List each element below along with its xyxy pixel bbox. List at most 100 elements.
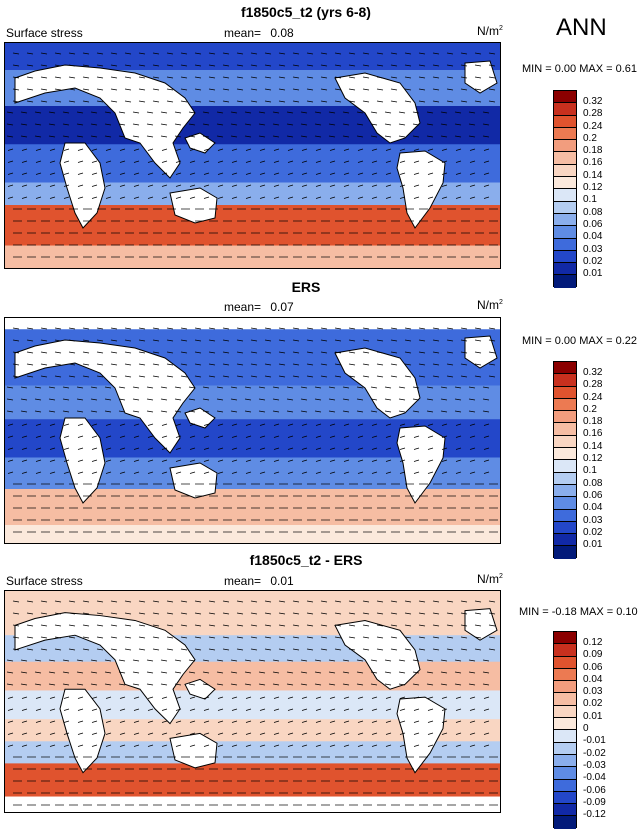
vector-arrow [77, 196, 84, 199]
vector-arrow [273, 423, 280, 426]
vector-arrow [6, 683, 14, 686]
vector-arrow [105, 423, 112, 426]
panel-2-map [4, 317, 501, 544]
vector-arrow [245, 423, 252, 426]
panel-2-units: N/m2 [477, 298, 503, 312]
vector-arrow [96, 624, 104, 627]
vector-arrow [334, 327, 342, 330]
vector-arrow [278, 375, 286, 378]
vector-arrow [138, 375, 146, 378]
vector-arrow [455, 708, 462, 711]
vector-arrow [426, 398, 434, 401]
vector-arrow [82, 76, 90, 79]
vector-arrow [244, 111, 252, 114]
vector-arrow [20, 111, 28, 114]
vector-arrow [432, 600, 440, 603]
vector-arrow [49, 732, 56, 735]
vector-arrow [460, 612, 468, 615]
vector-arrow [348, 76, 356, 79]
vector-arrow [49, 184, 56, 187]
vector-arrow [166, 339, 174, 342]
vector-arrow [147, 184, 154, 187]
vector-arrow [118, 386, 126, 389]
vector-arrow [68, 648, 76, 651]
colorbar-tick-label: 0.24 [583, 391, 603, 403]
vector-arrow [231, 148, 238, 151]
vector-arrow [356, 111, 364, 114]
vector-arrow [35, 471, 42, 474]
vector-arrow [287, 471, 294, 474]
vector-arrow [161, 732, 168, 735]
vector-arrow [384, 659, 392, 662]
vector-arrow [273, 172, 280, 175]
vector-arrow [236, 52, 244, 55]
vector-arrow [404, 52, 412, 55]
vector-arrow [245, 148, 252, 151]
vector-arrow [399, 708, 406, 711]
vector-arrow [258, 410, 266, 413]
vector-arrow [250, 327, 258, 330]
vector-arrow [76, 671, 84, 674]
land-outline [14, 612, 196, 725]
vector-arrow [301, 696, 308, 699]
vector-arrow [230, 671, 238, 674]
vector-arrow [287, 447, 294, 450]
vector-arrow [208, 76, 216, 79]
vector-arrow [469, 459, 476, 462]
vector-arrow [404, 339, 412, 342]
vector-arrow [320, 612, 328, 615]
vector-arrow [278, 612, 286, 615]
vector-arrow [216, 386, 224, 389]
colorbar-swatch [554, 398, 576, 412]
colorbar-swatch [554, 656, 576, 669]
vector-arrow [180, 52, 188, 55]
vector-arrow [216, 410, 224, 413]
vector-arrow [21, 435, 28, 438]
vector-arrow [376, 648, 384, 651]
vector-arrow [328, 123, 336, 126]
vector-arrow [259, 160, 266, 163]
colorbar-tick-label: 0.14 [583, 169, 603, 181]
vector-arrow [385, 148, 392, 151]
vector-arrow [399, 196, 406, 199]
vector-arrow [264, 64, 272, 67]
vector-arrow [455, 732, 462, 735]
vector-arrow [138, 648, 146, 651]
vector-arrow [146, 683, 154, 686]
vector-arrow [91, 732, 98, 735]
vector-arrow [231, 471, 238, 474]
vector-arrow [370, 410, 378, 413]
vector-arrow [12, 64, 20, 67]
colorbar-swatch [554, 693, 576, 706]
vector-arrow [230, 683, 238, 686]
vector-arrow [468, 386, 476, 389]
vector-arrow [104, 398, 112, 401]
vector-arrow [343, 447, 350, 450]
vector-arrow [63, 459, 70, 462]
vector-arrow [138, 624, 146, 627]
vector-arrow [7, 423, 14, 426]
vector-arrow [371, 196, 378, 199]
vector-arrow [180, 612, 188, 615]
vector-arrow [7, 184, 14, 187]
vector-arrow [119, 435, 126, 438]
vector-arrow [376, 100, 384, 103]
land-outline [334, 619, 421, 690]
vector-arrow [236, 76, 244, 79]
colorbar-tick-label: 0.04 [583, 231, 603, 243]
vector-arrow [343, 196, 350, 199]
panel-2-minmax: MIN = 0.00 MAX = 0.22 [522, 335, 638, 347]
vector-arrow [124, 327, 132, 330]
vector-arrow [62, 135, 70, 138]
vector-arrow [216, 659, 224, 662]
vector-arrow [278, 52, 286, 55]
vector-arrow [20, 683, 28, 686]
vector-arrow [110, 648, 118, 651]
vector-arrow [398, 659, 406, 662]
vector-arrow [180, 600, 188, 603]
vector-arrow [385, 732, 392, 735]
vector-arrow [90, 671, 98, 674]
vector-arrow [441, 447, 448, 450]
vector-arrow [385, 696, 392, 699]
vector-arrow [208, 88, 216, 91]
